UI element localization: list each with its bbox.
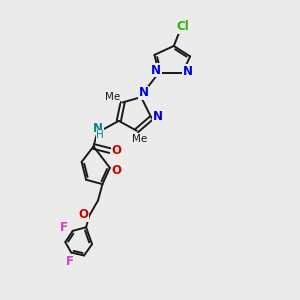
Text: F: F: [66, 255, 74, 268]
Text: O: O: [111, 164, 122, 177]
Text: Me: Me: [132, 134, 147, 144]
Text: N: N: [93, 122, 103, 135]
Text: N: N: [151, 64, 161, 77]
Text: Me: Me: [105, 92, 120, 102]
Text: N: N: [183, 65, 193, 78]
Text: N: N: [139, 86, 148, 99]
Text: O: O: [111, 143, 122, 157]
Text: N: N: [153, 110, 163, 123]
Text: O: O: [78, 208, 88, 221]
Text: H: H: [97, 130, 104, 140]
Text: F: F: [60, 221, 68, 234]
Text: Cl: Cl: [176, 20, 189, 33]
